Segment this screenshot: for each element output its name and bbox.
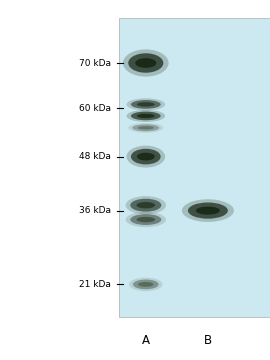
Ellipse shape [133, 279, 159, 289]
Ellipse shape [130, 199, 161, 212]
Ellipse shape [129, 278, 163, 291]
Ellipse shape [126, 110, 165, 122]
Text: 21 kDa: 21 kDa [79, 280, 111, 289]
Ellipse shape [138, 282, 153, 287]
Text: B: B [204, 334, 212, 347]
Ellipse shape [137, 202, 155, 208]
Ellipse shape [137, 102, 155, 107]
Ellipse shape [123, 49, 168, 77]
Text: 36 kDa: 36 kDa [79, 206, 111, 215]
Ellipse shape [196, 207, 220, 215]
Text: 48 kDa: 48 kDa [79, 152, 111, 161]
Ellipse shape [131, 112, 161, 120]
Ellipse shape [135, 58, 156, 68]
Text: A: A [142, 334, 150, 347]
Ellipse shape [131, 100, 161, 109]
Ellipse shape [137, 114, 155, 118]
Ellipse shape [137, 217, 155, 222]
Ellipse shape [126, 212, 166, 227]
Text: 70 kDa: 70 kDa [79, 58, 111, 68]
Ellipse shape [138, 126, 154, 130]
Ellipse shape [126, 98, 165, 111]
Ellipse shape [131, 149, 161, 165]
Ellipse shape [188, 202, 228, 219]
Ellipse shape [128, 53, 163, 73]
Ellipse shape [130, 214, 161, 225]
Ellipse shape [182, 199, 234, 222]
Ellipse shape [137, 153, 155, 161]
Ellipse shape [126, 196, 166, 214]
Ellipse shape [128, 123, 163, 133]
Text: 60 kDa: 60 kDa [79, 104, 111, 112]
Ellipse shape [132, 124, 159, 131]
Bar [119, 18, 270, 317]
Ellipse shape [126, 146, 165, 167]
